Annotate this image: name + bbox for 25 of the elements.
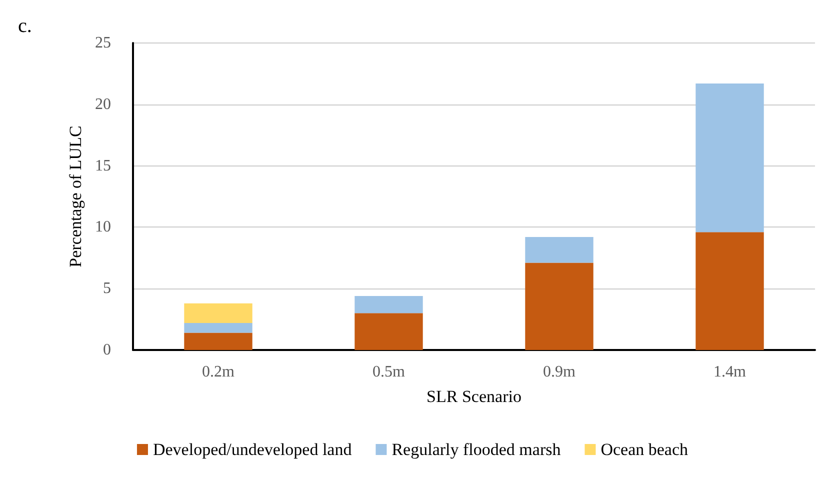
bar: [354, 296, 423, 314]
y-tick-label: 15: [95, 157, 111, 174]
bar: [696, 84, 764, 232]
bar: [525, 262, 594, 350]
text: c.: [18, 15, 32, 37]
y-tick-label: 0: [103, 342, 111, 358]
bar: [354, 313, 423, 350]
x-tick-label: 0.2m: [202, 364, 236, 380]
x-tick-label: 0.5m: [372, 364, 406, 380]
y-tick-label: 20: [95, 96, 111, 113]
y-tick-label: 25: [95, 34, 111, 52]
bar: [184, 322, 252, 333]
x-tick-label: 1.4m: [714, 364, 747, 380]
legend-label: Regularly flooded marsh: [392, 440, 562, 459]
legend-label: Developed/undeveloped land: [152, 440, 352, 459]
y-tick-label: 10: [95, 218, 111, 236]
bar: [184, 332, 252, 350]
y-axis-title: Percentage of LULC: [66, 126, 86, 268]
bar: [525, 237, 594, 263]
legend-label: Ocean beach: [600, 440, 689, 459]
bar: [184, 303, 252, 323]
x-axis-title: SLR Scenario: [426, 387, 522, 406]
x-tick-label: 0.9m: [543, 364, 576, 380]
bar: [696, 232, 764, 350]
y-tick-label: 5: [103, 280, 111, 298]
